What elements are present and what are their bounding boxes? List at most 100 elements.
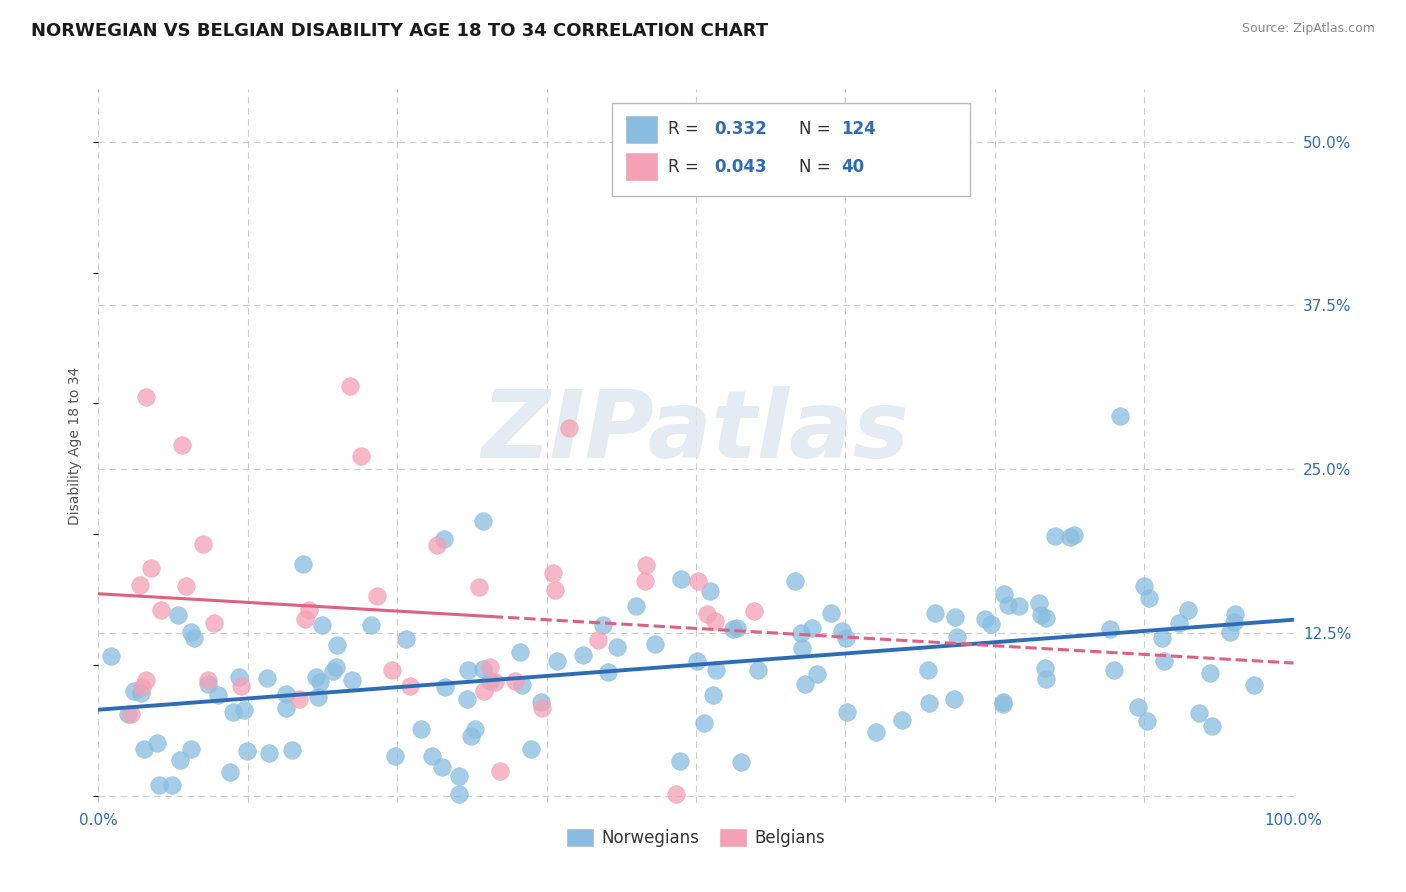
Text: N =: N = [799, 120, 835, 138]
Point [449, 769, 471, 783]
Point [917, 664, 939, 678]
Point [1150, 632, 1173, 646]
Point [169, 753, 191, 767]
Point [692, 716, 714, 731]
Point [520, 742, 543, 756]
Point [1133, 579, 1156, 593]
Point [281, 742, 304, 756]
Point [509, 645, 531, 659]
Text: NORWEGIAN VS BELGIAN DISABILITY AGE 18 TO 34 CORRELATION CHART: NORWEGIAN VS BELGIAN DISABILITY AGE 18 T… [31, 22, 768, 40]
Point [702, 688, 724, 702]
Point [1219, 624, 1241, 639]
Point [699, 584, 721, 599]
Point [997, 598, 1019, 612]
Point [426, 538, 449, 552]
Point [541, 566, 564, 581]
Point [530, 695, 553, 709]
Point [783, 574, 806, 588]
Point [801, 621, 824, 635]
Point [1223, 615, 1246, 629]
Point [510, 678, 533, 692]
Point [993, 587, 1015, 601]
Point [139, 560, 162, 574]
Point [668, 754, 690, 768]
Point [399, 679, 422, 693]
Point [134, 742, 156, 756]
Point [696, 607, 718, 621]
Point [381, 663, 404, 677]
Point [294, 612, 316, 626]
Point [942, 692, 965, 706]
Point [742, 604, 765, 618]
Point [1035, 611, 1057, 625]
Point [686, 654, 709, 668]
Point [120, 706, 142, 721]
Point [1059, 530, 1081, 544]
Point [703, 615, 725, 629]
Point [837, 705, 859, 719]
Point [350, 449, 373, 463]
Point [276, 701, 298, 715]
Point [420, 749, 443, 764]
Point [1177, 603, 1199, 617]
Point [430, 760, 453, 774]
Point [1137, 591, 1160, 605]
Text: N =: N = [799, 158, 835, 176]
Point [943, 610, 966, 624]
Point [174, 579, 197, 593]
Point [924, 606, 946, 620]
Point [235, 744, 257, 758]
Y-axis label: Disability Age 18 to 34: Disability Age 18 to 34 [69, 367, 83, 525]
Point [478, 674, 501, 689]
Point [148, 778, 170, 792]
Point [790, 625, 813, 640]
Point [149, 602, 172, 616]
Point [634, 574, 657, 589]
Point [1223, 607, 1246, 621]
Point [311, 618, 333, 632]
Point [298, 603, 321, 617]
Point [228, 670, 250, 684]
Point [558, 420, 581, 434]
Point [571, 648, 593, 663]
Point [207, 688, 229, 702]
Point [340, 673, 363, 688]
Point [135, 390, 157, 404]
Point [305, 670, 328, 684]
Text: ZIPatlas: ZIPatlas [482, 385, 910, 478]
Point [596, 665, 619, 679]
Point [339, 379, 361, 393]
Point [276, 687, 298, 701]
Point [1063, 528, 1085, 542]
Point [229, 679, 252, 693]
Point [624, 599, 647, 613]
Point [135, 673, 157, 688]
Point [146, 735, 169, 749]
Point [1008, 599, 1031, 613]
Point [820, 606, 842, 620]
Point [257, 747, 280, 761]
Point [793, 676, 815, 690]
Point [644, 637, 666, 651]
Text: R =: R = [668, 120, 704, 138]
Point [918, 697, 941, 711]
Point [1243, 678, 1265, 692]
Point [1167, 616, 1189, 631]
Point [256, 671, 278, 685]
Point [946, 630, 969, 644]
Point [890, 714, 912, 728]
Point [468, 580, 491, 594]
Point [122, 684, 145, 698]
Point [131, 680, 153, 694]
Point [183, 631, 205, 645]
Point [366, 589, 388, 603]
Point [1128, 699, 1150, 714]
Point [360, 618, 382, 632]
Point [1043, 529, 1066, 543]
Point [447, 787, 470, 801]
Point [221, 705, 243, 719]
Point [433, 680, 456, 694]
Point [456, 692, 478, 706]
Point [531, 700, 554, 714]
Point [472, 662, 495, 676]
